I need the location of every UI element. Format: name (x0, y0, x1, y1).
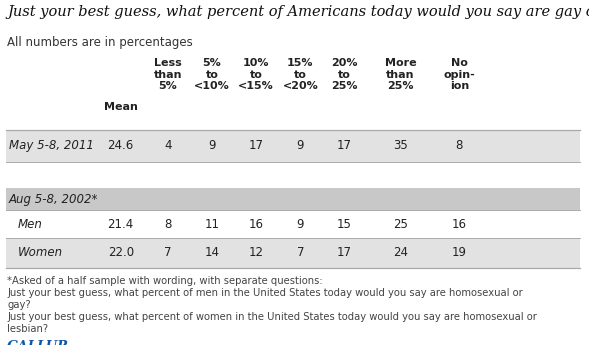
Text: Less
than
5%: Less than 5% (154, 58, 182, 91)
Text: 9: 9 (297, 217, 304, 230)
Text: Men: Men (18, 217, 42, 230)
Text: 9: 9 (209, 139, 216, 152)
Text: 5%
to
<10%: 5% to <10% (194, 58, 230, 91)
Text: 11: 11 (204, 217, 220, 230)
Text: Just your best guess, what percent of women in the United States today would you: Just your best guess, what percent of wo… (7, 312, 537, 322)
Text: 20%
to
25%: 20% to 25% (332, 58, 358, 91)
Text: 24.6: 24.6 (108, 139, 134, 152)
Text: May 5-8, 2011: May 5-8, 2011 (9, 139, 94, 152)
Text: 24: 24 (393, 246, 408, 259)
Text: 8: 8 (164, 217, 171, 230)
Text: More
than
25%: More than 25% (385, 58, 416, 91)
Text: gay?: gay? (7, 300, 31, 310)
Text: 14: 14 (204, 246, 220, 259)
Text: 16: 16 (452, 217, 467, 230)
Text: 8: 8 (456, 139, 463, 152)
Text: Just your best guess, what percent of Americans today would you say are gay or l: Just your best guess, what percent of Am… (7, 5, 589, 19)
Text: 10%
to
<15%: 10% to <15% (239, 58, 274, 91)
Text: 25: 25 (393, 217, 408, 230)
Text: 35: 35 (393, 139, 408, 152)
Text: Women: Women (18, 246, 63, 259)
Text: 4: 4 (164, 139, 171, 152)
Text: 19: 19 (452, 246, 467, 259)
Text: 12: 12 (249, 246, 264, 259)
Text: 15: 15 (337, 217, 352, 230)
Text: All numbers are in percentages: All numbers are in percentages (7, 36, 193, 49)
Text: 17: 17 (337, 139, 352, 152)
Text: *Asked of a half sample with wording, with separate questions:: *Asked of a half sample with wording, wi… (7, 276, 323, 286)
Text: 22.0: 22.0 (108, 246, 134, 259)
Text: Mean: Mean (104, 102, 138, 112)
Text: Just your best guess, what percent of men in the United States today would you s: Just your best guess, what percent of me… (7, 288, 523, 298)
Text: Aug 5-8, 2002*: Aug 5-8, 2002* (9, 193, 98, 206)
Text: 16: 16 (249, 217, 264, 230)
Text: lesbian?: lesbian? (7, 324, 48, 334)
Text: 17: 17 (337, 246, 352, 259)
Text: 17: 17 (249, 139, 264, 152)
Text: 7: 7 (297, 246, 304, 259)
Text: 9: 9 (297, 139, 304, 152)
Text: 15%
to
<20%: 15% to <20% (283, 58, 318, 91)
Text: GALLUP: GALLUP (7, 340, 68, 345)
Text: 21.4: 21.4 (108, 217, 134, 230)
Text: No
opin-
ion: No opin- ion (444, 58, 475, 91)
Text: 7: 7 (164, 246, 171, 259)
